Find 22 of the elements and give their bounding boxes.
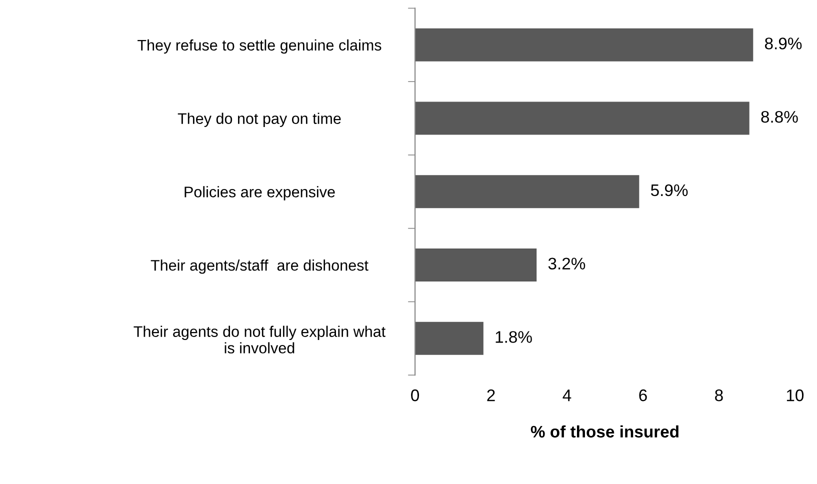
bar (415, 102, 750, 135)
x-tick-label: 6 (639, 389, 647, 402)
data-label: 5.9% (650, 184, 688, 196)
data-label: 1.8% (496, 331, 532, 343)
data-label: 8.8% (761, 110, 798, 123)
y-tick-label: Policies are expensive (184, 186, 335, 200)
y-tick-label: Their agents do not fully explain what is involved (134, 326, 386, 354)
x-tick-label: 2 (487, 389, 495, 402)
bar (415, 248, 537, 282)
x-axis-title: % of those insured (530, 425, 678, 438)
x-tick-label: 10 (786, 389, 804, 402)
y-tick-label: They refuse to settle genuine claims (138, 39, 382, 54)
y-tick-label: Their agents/staff are dishonest (150, 260, 368, 274)
x-tick-label: 0 (411, 389, 420, 402)
bar (415, 322, 484, 355)
bar (415, 175, 640, 208)
y-tick-label: They do not pay on time (178, 112, 341, 127)
data-label: 3.2% (548, 258, 586, 270)
bar (415, 28, 754, 62)
x-tick-label: 8 (715, 389, 723, 402)
x-tick-label: 4 (562, 390, 572, 402)
data-label: 8.9% (764, 38, 802, 50)
